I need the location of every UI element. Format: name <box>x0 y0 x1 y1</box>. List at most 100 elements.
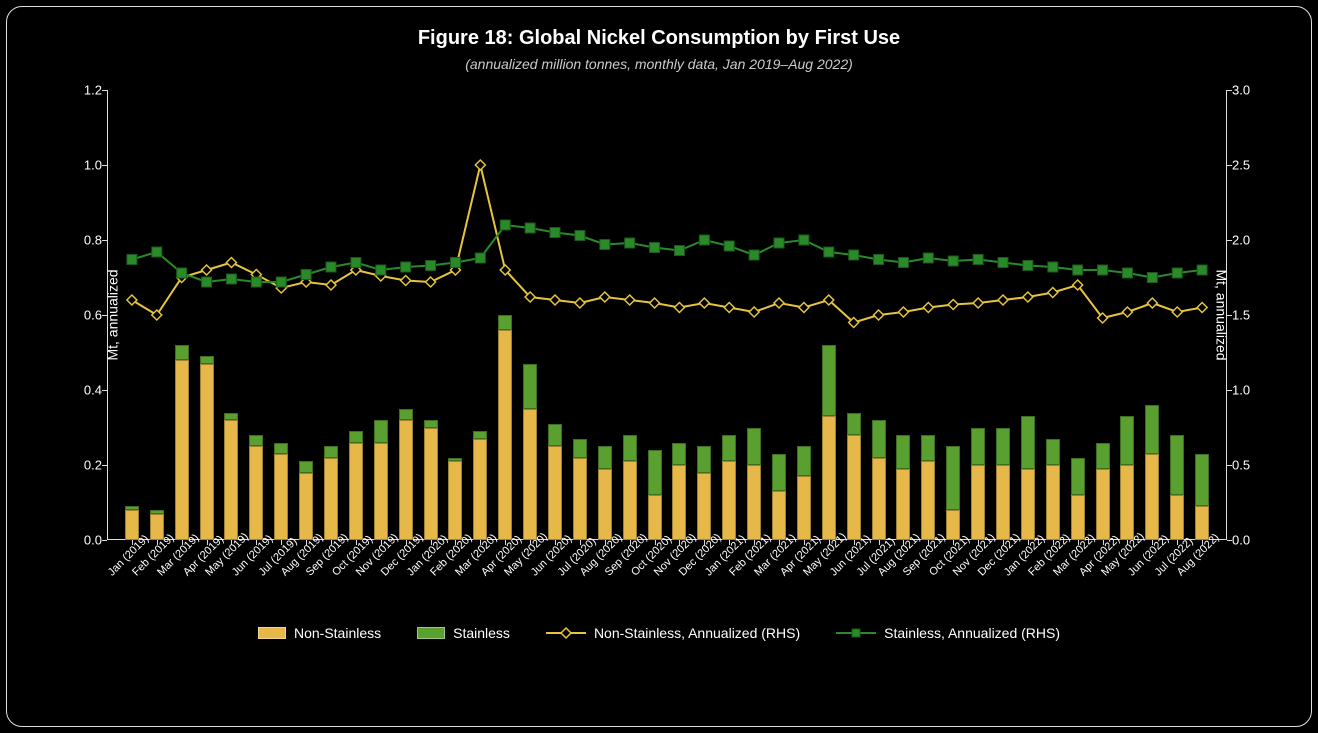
bar-stainless <box>1071 458 1085 496</box>
bar-stainless <box>872 420 886 458</box>
bar-stainless <box>1170 435 1184 495</box>
legend-item-bar2: Stainless <box>417 625 510 641</box>
chart-title: Figure 18: Global Nickel Consumption by … <box>47 27 1271 50</box>
bar-non-stainless <box>648 495 662 540</box>
bar-non-stainless <box>672 465 686 540</box>
legend-item-bar1: Non-Stainless <box>258 625 381 641</box>
bar-stack <box>324 446 338 540</box>
bar-stack <box>697 446 711 540</box>
y-left-tick-label: 1.0 <box>52 158 102 173</box>
bar-stack <box>623 435 637 540</box>
legend-item-line1: Non-Stainless, Annualized (RHS) <box>546 625 800 641</box>
bar-non-stainless <box>299 473 313 541</box>
bar-stack <box>772 454 786 540</box>
plot-area: Mt, annualized Mt, annualized 0.00.20.40… <box>107 90 1227 540</box>
bar-stack <box>548 424 562 540</box>
bar-stainless <box>1046 439 1060 465</box>
bar-stack <box>150 510 164 540</box>
bar-stainless <box>648 450 662 495</box>
y-left-tick-label: 0.4 <box>52 383 102 398</box>
bar-stack <box>1096 443 1110 541</box>
bar-non-stainless <box>1145 454 1159 540</box>
bar-stainless <box>1096 443 1110 469</box>
bar-stainless <box>1145 405 1159 454</box>
bar-non-stainless <box>896 469 910 540</box>
bar-stack <box>424 420 438 540</box>
legend-swatch-stainless <box>417 627 445 639</box>
bar-stack <box>473 431 487 540</box>
bar-stainless <box>598 446 612 469</box>
y-right-tick-label: 1.5 <box>1232 308 1282 323</box>
bar-stack <box>722 435 736 540</box>
bar-stack <box>996 428 1010 541</box>
bar-stainless <box>697 446 711 472</box>
bar-stainless <box>299 461 313 472</box>
bar-stack <box>1046 439 1060 540</box>
bar-stack <box>1195 454 1209 540</box>
bar-stainless <box>971 428 985 466</box>
bar-non-stainless <box>1170 495 1184 540</box>
bar-stainless <box>847 413 861 436</box>
bar-non-stainless <box>822 416 836 540</box>
legend-swatch-non-stainless <box>258 627 286 639</box>
bar-stack <box>224 413 238 541</box>
bar-stainless <box>672 443 686 466</box>
y-left-tick-label: 0.6 <box>52 308 102 323</box>
bar-stainless <box>797 446 811 476</box>
y-right-tick-label: 2.5 <box>1232 158 1282 173</box>
y-left-tick-label: 1.2 <box>52 83 102 98</box>
bar-non-stainless <box>200 364 214 540</box>
bar-non-stainless <box>1096 469 1110 540</box>
bar-stainless <box>772 454 786 492</box>
y-right-tick-label: 0.5 <box>1232 458 1282 473</box>
bar-non-stainless <box>598 469 612 540</box>
bar-stack <box>598 446 612 540</box>
bar-stainless <box>349 431 363 442</box>
bar-stainless <box>921 435 935 461</box>
bar-stack <box>249 435 263 540</box>
bar-non-stainless <box>523 409 537 540</box>
bar-stainless <box>224 413 238 421</box>
bar-stainless <box>424 420 438 428</box>
bar-stainless <box>324 446 338 457</box>
chart-container: Figure 18: Global Nickel Consumption by … <box>6 6 1312 727</box>
bar-stainless <box>822 345 836 416</box>
legend-swatch-line-non-stainless <box>546 626 586 640</box>
y-right-tick-label: 0.0 <box>1232 533 1282 548</box>
y-right-tick-label: 3.0 <box>1232 83 1282 98</box>
bar-non-stainless <box>448 461 462 540</box>
bar-non-stainless <box>623 461 637 540</box>
bar-non-stainless <box>921 461 935 540</box>
bar-non-stainless <box>946 510 960 540</box>
bar-stack <box>374 420 388 540</box>
bar-non-stainless <box>399 420 413 540</box>
bar-non-stainless <box>1195 506 1209 540</box>
bar-stack <box>872 420 886 540</box>
bar-stainless <box>548 424 562 447</box>
bar-stainless <box>996 428 1010 466</box>
bar-non-stainless <box>847 435 861 540</box>
legend-label-line1: Non-Stainless, Annualized (RHS) <box>594 625 800 641</box>
bar-stack <box>946 446 960 540</box>
y-left-tick-label: 0.2 <box>52 458 102 473</box>
bar-stainless <box>896 435 910 469</box>
bar-stack <box>175 345 189 540</box>
bar-non-stainless <box>747 465 761 540</box>
bar-stainless <box>722 435 736 461</box>
bar-stack <box>399 409 413 540</box>
bar-stack <box>1120 416 1134 540</box>
bar-stainless <box>200 356 214 364</box>
bar-stack <box>747 428 761 541</box>
bar-stack <box>125 506 139 540</box>
legend-label-bar1: Non-Stainless <box>294 625 381 641</box>
bar-non-stainless <box>872 458 886 541</box>
bar-non-stainless <box>797 476 811 540</box>
bar-stack <box>896 435 910 540</box>
bar-stainless <box>946 446 960 510</box>
y-right-tick-label: 1.0 <box>1232 383 1282 398</box>
bar-stainless <box>399 409 413 420</box>
bar-stack <box>200 356 214 540</box>
bar-non-stainless <box>1046 465 1060 540</box>
bar-non-stainless <box>996 465 1010 540</box>
bar-stack <box>847 413 861 541</box>
